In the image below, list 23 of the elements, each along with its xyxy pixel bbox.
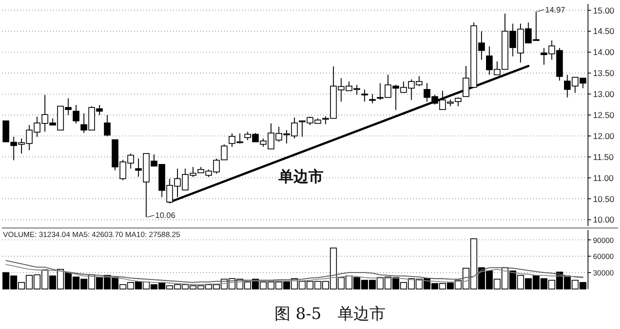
line-series bbox=[5, 260, 584, 283]
y-tick-label: 13.00 bbox=[593, 89, 615, 100]
annotation: 14.97 bbox=[545, 6, 566, 15]
y-tick-label: 14.50 bbox=[593, 26, 615, 36]
candlestick bbox=[369, 94, 376, 104]
y-tick-label: 10.50 bbox=[593, 194, 615, 204]
annotation: 单边市 bbox=[277, 168, 324, 186]
candlestick bbox=[2, 120, 10, 143]
candlestick bbox=[220, 144, 228, 160]
annotation: 10.06 bbox=[155, 211, 176, 220]
y-tick-label: 12.00 bbox=[593, 130, 615, 141]
caption: 图 8-5 单边市 bbox=[274, 304, 386, 323]
y-tick-label: 13.50 bbox=[593, 68, 615, 78]
y-tick-label: 10.00 bbox=[593, 214, 615, 225]
candlestick bbox=[104, 114, 111, 137]
y-tick-label: 15.00 bbox=[593, 5, 615, 16]
candlestick bbox=[72, 104, 80, 124]
y-tick-label: 11.50 bbox=[593, 152, 614, 162]
y-tick-label: 12.50 bbox=[593, 110, 615, 120]
candlestick bbox=[361, 89, 368, 102]
y-tick-label: 11.00 bbox=[593, 172, 614, 183]
y-tick-label: 14.00 bbox=[593, 47, 615, 58]
line-series bbox=[5, 264, 584, 286]
